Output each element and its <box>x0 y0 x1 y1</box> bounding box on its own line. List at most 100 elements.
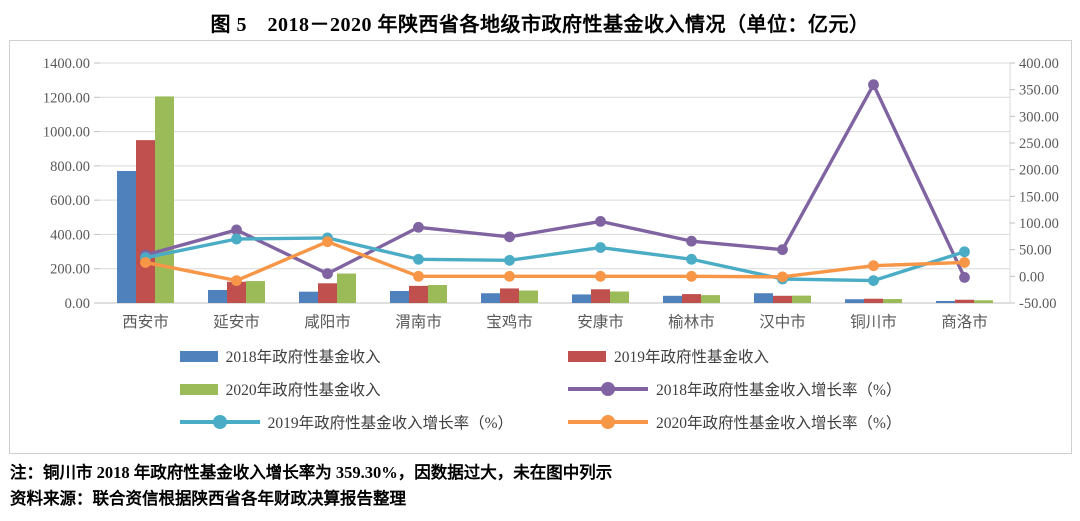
bar-segment-2018年政府性基金收入 <box>572 294 591 303</box>
legend-label: 2018年政府性基金收入增长率（%） <box>656 382 902 399</box>
y-tick-label-right: 300.00 <box>1019 109 1059 125</box>
x-tick-label: 西安市 <box>122 313 169 331</box>
y-tick-label-left: 0.00 <box>65 296 90 312</box>
bar-segment-2020年政府性基金收入 <box>792 295 811 303</box>
data-point-marker-2019年政府性基金收入增长率（%） <box>504 254 515 266</box>
legend-bar-swatch-icon <box>568 350 606 362</box>
x-tick-label: 商洛市 <box>941 313 988 331</box>
bar-segment-2018年政府性基金收入 <box>117 171 136 303</box>
bar-segment-2020年政府性基金收入 <box>883 299 902 303</box>
bar-segment-2019年政府性基金收入 <box>500 288 519 303</box>
bar-segment-2020年政府性基金收入 <box>428 285 447 303</box>
y-tick-label-right: 400.00 <box>1019 56 1059 72</box>
y-tick-label-right: 350.00 <box>1019 83 1059 99</box>
y-tick-label-right: 250.00 <box>1019 136 1059 152</box>
y-tick-label-left: 600.00 <box>50 193 90 209</box>
data-point-marker-2020年政府性基金收入增长率（%） <box>322 236 333 248</box>
bar-segment-2019年政府性基金收入 <box>864 298 883 303</box>
x-tick-label: 汉中市 <box>759 313 806 331</box>
legend-line-swatch-icon <box>179 415 260 429</box>
legend-line-marker <box>601 382 615 396</box>
y-tick-label-right: 100.00 <box>1019 216 1059 232</box>
legend-line-marker <box>601 415 615 429</box>
y-tick-label-right: 150.00 <box>1019 189 1059 205</box>
y-tick-label-left: 400.00 <box>50 227 90 243</box>
bar-segment-2020年政府性基金收入 <box>701 295 720 303</box>
bar-segment-2020年政府性基金收入 <box>337 273 356 303</box>
legend-item: 2019年政府性基金收入 <box>568 345 901 367</box>
figure-title: 图 5 2018－2020 年陕西省各地级市政府性基金收入情况（单位：亿元） <box>210 14 870 36</box>
legend-bar-swatch-icon <box>179 350 218 362</box>
y-tick-label-right: -50.00 <box>1019 296 1056 312</box>
x-tick-label: 延安市 <box>213 313 260 331</box>
legend-line-swatch-icon <box>568 415 648 429</box>
bar-segment-2020年政府性基金收入 <box>974 300 993 303</box>
data-point-marker-2018年政府性基金收入增长率（%） <box>868 79 879 91</box>
data-point-marker-2020年政府性基金收入增长率（%） <box>595 270 606 282</box>
data-point-marker-2018年政府性基金收入增长率（%） <box>504 231 515 243</box>
data-point-marker-2020年政府性基金收入增长率（%） <box>777 271 788 283</box>
bar-segment-2018年政府性基金收入 <box>936 300 955 303</box>
y-tick-label-left: 200.00 <box>50 262 90 278</box>
bar-segment-2020年政府性基金收入 <box>519 290 538 303</box>
data-point-marker-2019年政府性基金收入增长率（%） <box>231 233 242 245</box>
bar-segment-2019年政府性基金收入 <box>591 289 610 303</box>
legend-item: 2020年政府性基金收入增长率（%） <box>568 411 901 433</box>
line-series-2018年政府性基金收入增长率（%） <box>143 83 967 280</box>
data-point-marker-2020年政府性基金收入增长率（%） <box>959 257 970 268</box>
legend-label: 2019年政府性基金收入增长率（%） <box>267 415 513 432</box>
legend-item: 2018年政府性基金收入 <box>179 345 513 367</box>
line-series-2019年政府性基金收入增长率（%） <box>143 236 967 283</box>
x-tick-label: 安康市 <box>577 313 624 331</box>
data-point-marker-2019年政府性基金收入增长率（%） <box>868 275 879 286</box>
data-point-marker-2020年政府性基金收入增长率（%） <box>868 260 879 272</box>
data-point-marker-2020年政府性基金收入增长率（%） <box>504 270 515 282</box>
bar-segment-2019年政府性基金收入 <box>773 295 792 303</box>
data-point-marker-2018年政府性基金收入增长率（%） <box>231 224 242 236</box>
bar-segment-2018年政府性基金收入 <box>754 293 773 303</box>
bar-segment-2020年政府性基金收入 <box>246 281 265 303</box>
legend-label: 2019年政府性基金收入 <box>614 349 770 366</box>
y-tick-label-right: 50.00 <box>1019 243 1052 259</box>
x-tick-label: 宝鸡市 <box>486 313 533 331</box>
data-point-marker-2020年政府性基金收入增长率（%） <box>231 275 242 286</box>
chart-source: 资料来源：联合资信根据陕西省各年财政决算报告整理 <box>10 488 406 508</box>
data-point-marker-2018年政府性基金收入增长率（%） <box>959 272 970 283</box>
chart-note: 注：铜川市 2018 年政府性基金收入增长率为 359.30%，因数据过大，未在… <box>10 463 613 482</box>
y-tick-label-left: 800.00 <box>50 159 90 175</box>
x-tick-label: 铜川市 <box>850 313 897 331</box>
legend-bar-swatch-icon <box>179 383 218 395</box>
legend-item: 2018年政府性基金收入增长率（%） <box>568 378 901 400</box>
bar-segment-2018年政府性基金收入 <box>481 293 500 303</box>
data-point-marker-2019年政府性基金收入增长率（%） <box>595 242 606 253</box>
y-tick-label-left: 1400.00 <box>43 56 90 72</box>
bar-segment-2018年政府性基金收入 <box>299 291 318 303</box>
bar-segment-2018年政府性基金收入 <box>390 291 409 303</box>
data-point-marker-2019年政府性基金收入增长率（%） <box>413 253 424 265</box>
x-tick-label: 渭南市 <box>395 313 442 331</box>
chart-container: 0.00 200.00 400.00 600.00 800.00 1000.00 1200.… <box>9 40 1072 454</box>
combo-chart: 0.00 200.00 400.00 600.00 800.00 1000.00 1200.… <box>43 56 1059 331</box>
bar-segment-2019年政府性基金收入 <box>682 294 701 303</box>
legend-label: 2018年政府性基金收入 <box>225 349 381 366</box>
data-point-marker-2020年政府性基金收入增长率（%） <box>686 270 697 282</box>
bar-segment-2019年政府性基金收入 <box>227 281 246 303</box>
legend-label: 2020年政府性基金收入 <box>225 382 381 399</box>
legend-item: 2019年政府性基金收入增长率（%） <box>179 411 513 433</box>
bar-segment-2019年政府性基金收入 <box>955 299 974 303</box>
legend-item: 2020年政府性基金收入 <box>179 378 513 400</box>
bar-segment-2018年政府性基金收入 <box>845 299 864 303</box>
data-point-marker-2018年政府性基金收入增长率（%） <box>777 244 788 256</box>
bar-segment-2018年政府性基金收入 <box>208 289 227 303</box>
legend-line-swatch-icon <box>568 382 648 396</box>
y-tick-label-right: 0.00 <box>1019 269 1044 285</box>
y-tick-label-right: 200.00 <box>1019 163 1059 179</box>
legend-label: 2020年政府性基金收入增长率（%） <box>656 415 902 432</box>
bar-segment-2019年政府性基金收入 <box>318 283 337 303</box>
y-tick-label-left: 1000.00 <box>43 125 90 141</box>
y-tick-label-left: 1200.00 <box>43 90 90 106</box>
bar-segment-2019年政府性基金收入 <box>136 140 155 303</box>
x-tick-label: 咸阳市 <box>304 313 351 331</box>
line-series-2020年政府性基金收入增长率（%） <box>143 239 967 283</box>
